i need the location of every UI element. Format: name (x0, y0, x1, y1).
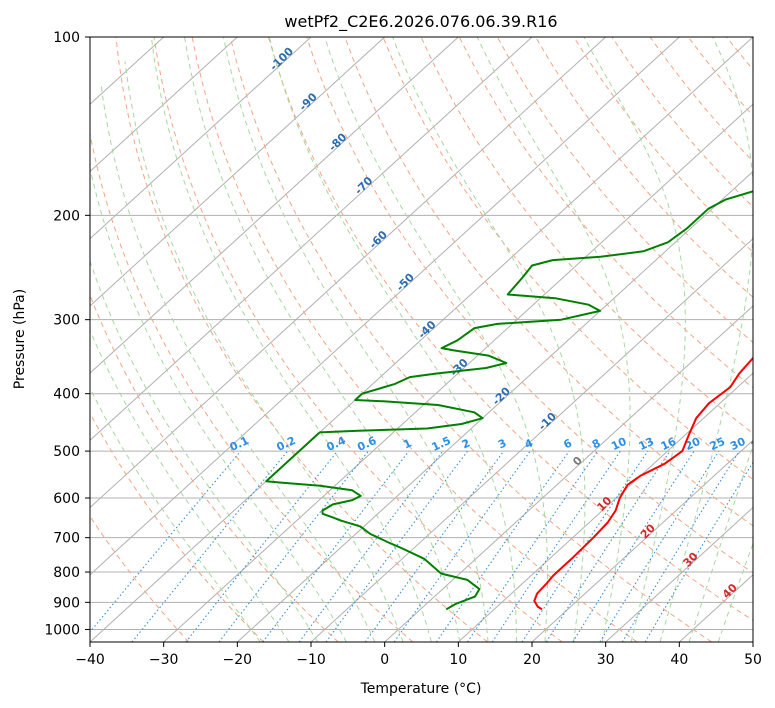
x-tick-label: 20 (523, 652, 541, 668)
mixing-ratio-line (621, 450, 740, 642)
dewpoint-profile-line (265, 190, 753, 611)
moist-adiabat (688, 444, 753, 642)
mixing-ratio-label: 13 (637, 435, 656, 453)
isotherm-line (236, 170, 753, 642)
isotherm-line (605, 506, 753, 642)
isotherm-line (752, 641, 753, 642)
mixing-ratio-label: 36 (749, 435, 769, 453)
x-tick-label: 40 (670, 652, 688, 668)
dry-adiabat (306, 37, 753, 574)
dry-adiabat (90, 131, 414, 642)
y-axis: 100 200 300 400 500 600 700 800 900 1000 (44, 30, 90, 638)
y-tick-label: 500 (53, 444, 80, 460)
isotherm-line (310, 237, 753, 642)
isotherm-line (90, 37, 533, 442)
mixing-ratio-line (298, 450, 444, 642)
x-axis-label: Temperature (°C) (360, 681, 482, 697)
background-lines (90, 37, 775, 642)
mixing-ratio-label: 16 (659, 435, 679, 453)
moist-adiabat (150, 37, 432, 642)
moist-adiabat (268, 37, 517, 642)
y-tick-label: 600 (53, 491, 80, 507)
y-tick-label: 800 (53, 565, 80, 581)
mixing-ratio-line (521, 450, 649, 642)
isotherm-line (90, 37, 753, 642)
x-tick-label: −30 (149, 652, 179, 668)
moist-adiabat (324, 37, 549, 642)
mixing-ratio-label: 30 (728, 435, 748, 453)
y-tick-label: 200 (53, 208, 80, 224)
isotherm-line (90, 37, 607, 509)
dry-adiabat (496, 37, 753, 344)
mixing-ratio-line (572, 450, 695, 642)
temperature-profile-line (533, 356, 753, 611)
x-tick-label: 0 (380, 652, 389, 668)
mixing-ratio-line (491, 450, 621, 642)
x-axis: −40 −30 −20 −10 0 10 20 30 40 50 (75, 642, 762, 668)
isotherm-line (531, 439, 753, 642)
profile-lines (265, 190, 753, 611)
mixing-ratio-label: 10 (609, 435, 629, 453)
dry-adiabat (765, 37, 775, 642)
x-tick-label: 50 (744, 652, 762, 668)
moist-adiabat (124, 61, 404, 642)
moist-adiabat (90, 328, 290, 642)
isotherm-line (90, 37, 459, 374)
x-tick-label: 10 (449, 652, 467, 668)
mixing-ratio-line (185, 450, 339, 642)
dry-adiabat (344, 37, 753, 527)
isotherm-line (163, 103, 753, 642)
y-tick-label: 700 (53, 531, 80, 547)
dry-adiabat (153, 37, 563, 642)
mixing-ratio-line (131, 450, 289, 642)
isotherm-line (90, 37, 312, 240)
mixing-ratio-line (325, 450, 468, 642)
y-tick-label: 900 (53, 595, 80, 611)
x-tick-label: −40 (75, 652, 105, 668)
dry-adiabat (229, 37, 712, 642)
x-tick-label: −20 (223, 652, 253, 668)
moist-adiabat (392, 37, 586, 642)
moist-adiabat (90, 165, 347, 642)
isotherm-line (457, 372, 753, 642)
mixing-ratio-line (262, 450, 410, 642)
y-tick-label: 400 (53, 387, 80, 403)
isotherm-line (384, 305, 753, 642)
mixing-ratio-label: 25 (708, 435, 727, 453)
dry-adiabat (90, 515, 190, 642)
dry-adiabat (458, 37, 753, 389)
mixing-ratio-line (467, 450, 599, 642)
mixing-ratio-line (545, 450, 671, 642)
moist-adiabat (659, 37, 753, 642)
isotherm-line (90, 37, 238, 173)
isotherm-line (90, 37, 386, 307)
dry-adiabat (268, 37, 753, 622)
chart-title: wetPf2_C2E6.2026.076.06.39.R16 (284, 12, 557, 32)
moist-adiabat (100, 83, 376, 642)
mixing-ratio-line (393, 450, 531, 642)
x-tick-label: 30 (597, 652, 615, 668)
x-tick-label: −10 (296, 652, 326, 668)
dry-adiabat (90, 293, 339, 642)
moist-adiabat (90, 387, 261, 642)
moist-adiabat (184, 37, 461, 642)
dry-adiabat (90, 412, 264, 642)
plot-frame (89, 36, 754, 643)
dry-adiabat (191, 37, 638, 642)
isotherm-line (90, 37, 680, 576)
mixing-ratio-line (435, 450, 570, 642)
mixing-ratio-line (90, 450, 242, 633)
y-tick-label: 300 (53, 313, 80, 329)
y-tick-label: 100 (53, 30, 80, 46)
y-tick-label: 1000 (44, 622, 80, 638)
y-axis-label: Pressure (hPa) (12, 289, 28, 389)
mixing-ratio-line (364, 450, 505, 642)
moist-adiabat (90, 259, 319, 642)
